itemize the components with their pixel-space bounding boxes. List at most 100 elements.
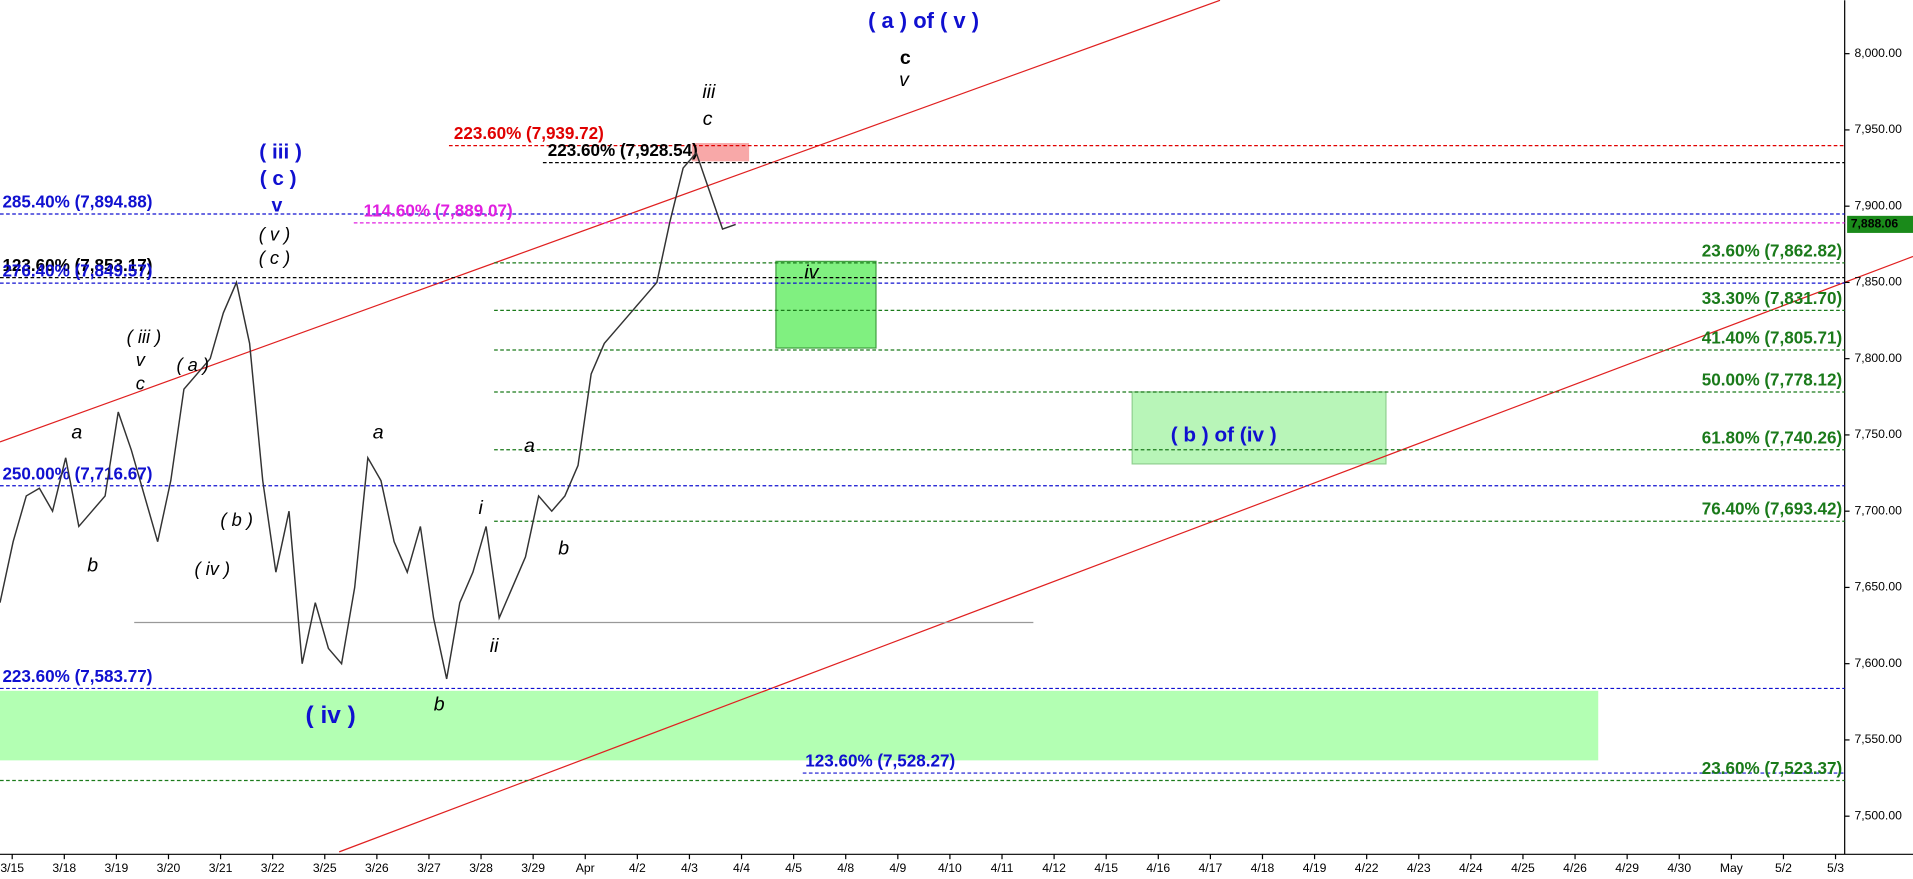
y-tick-label: 8,000.00	[1854, 46, 1902, 60]
x-tick-label: 4/22	[1355, 861, 1379, 875]
fib-label: 50.00% (7,778.12)	[1702, 371, 1843, 390]
wave-label: v	[272, 195, 283, 217]
x-tick-label: 3/15	[0, 861, 24, 875]
wave-label: ( iii )	[259, 140, 302, 163]
price-line	[0, 151, 736, 680]
x-tick-label: 4/30	[1667, 861, 1691, 875]
x-tick-label: 3/27	[417, 861, 441, 875]
wave-label: ii	[490, 635, 499, 657]
wave-label: c	[703, 108, 713, 130]
wave-label: ( v )	[259, 224, 291, 245]
x-tick-label: 4/19	[1303, 861, 1327, 875]
wave-iv-zone	[775, 260, 877, 349]
x-tick-label: 3/29	[521, 861, 545, 875]
last-price-box	[1847, 215, 1913, 233]
wave-label: ( c )	[259, 247, 291, 268]
y-tick-label: 7,700.00	[1854, 503, 1902, 517]
y-tick-label: 7,600.00	[1854, 656, 1902, 670]
x-tick-label: 3/21	[209, 861, 233, 875]
wave-label: ( b )	[220, 509, 253, 530]
y-tick-label: 7,900.00	[1854, 198, 1902, 212]
wave-label: ( iv )	[194, 558, 230, 579]
x-tick-label: 3/25	[313, 861, 337, 875]
y-tick-label: 7,950.00	[1854, 122, 1902, 136]
x-tick-label: 4/12	[1042, 861, 1066, 875]
y-tick-label: 7,650.00	[1854, 580, 1902, 594]
fib-label: 276.40% (7,849.57)	[2, 262, 152, 281]
x-tick-label: 5/3	[1827, 861, 1844, 875]
x-tick-label: 4/3	[681, 861, 698, 875]
y-tick-label: 7,500.00	[1854, 808, 1902, 822]
x-tick-label: 4/11	[991, 861, 1014, 875]
fib-label: 223.60% (7,939.72)	[454, 124, 604, 143]
wave-label: ( iii )	[127, 326, 162, 347]
wave-label: i	[479, 497, 484, 519]
fib-label: 123.60% (7,853.17)	[2, 256, 152, 275]
wave-label: ( b ) of (iv )	[1171, 423, 1277, 446]
x-tick-label: 4/18	[1251, 861, 1275, 875]
support-zone	[0, 690, 1599, 761]
x-tick-label: Apr	[576, 861, 595, 875]
wave-label: iii	[702, 81, 716, 103]
wave-b-zone	[1131, 391, 1387, 465]
wave-label: ( a ) of ( v )	[868, 8, 979, 33]
x-tick-label: 4/10	[938, 861, 962, 875]
x-tick-label: 4/24	[1459, 861, 1483, 875]
fib-label: 250.00% (7,716.67)	[2, 464, 152, 483]
wave-label: c	[136, 372, 145, 393]
fib-label: 285.40% (7,894.88)	[2, 193, 152, 212]
x-tick-label: 4/9	[889, 861, 906, 875]
x-tick-label: 4/15	[1094, 861, 1118, 875]
x-tick-label: 3/20	[157, 861, 181, 875]
resistance-zone	[691, 143, 750, 162]
y-tick-label: 7,750.00	[1854, 427, 1902, 441]
wave-label: iv	[804, 262, 819, 284]
wave-label: v	[899, 69, 910, 91]
y-tick-label: 7,850.00	[1854, 275, 1902, 289]
x-tick-label: 4/8	[837, 861, 854, 875]
x-tick-label: 3/19	[105, 861, 129, 875]
x-tick-label: 3/22	[261, 861, 285, 875]
fib-label: 123.60% (7,528.27)	[805, 752, 955, 771]
fib-label: 223.60% (7,583.77)	[2, 667, 152, 686]
fib-label: 23.60% (7,862.82)	[1702, 241, 1843, 260]
x-tick-label: 4/16	[1146, 861, 1170, 875]
x-tick-label: 3/28	[469, 861, 493, 875]
fib-label: 61.80% (7,740.26)	[1702, 428, 1843, 447]
x-tick-label: 4/5	[785, 861, 802, 875]
x-tick-label: 4/25	[1511, 861, 1535, 875]
x-tick-label: 4/26	[1563, 861, 1587, 875]
wave-label: ( a )	[176, 354, 209, 375]
wave-label: b	[87, 555, 98, 577]
x-tick-label: 4/29	[1615, 861, 1639, 875]
y-tick-label: 7,550.00	[1854, 732, 1902, 746]
fib-label: 23.60% (7,523.37)	[1702, 759, 1843, 778]
x-tick-label: 3/18	[52, 861, 76, 875]
wave-label: b	[558, 537, 569, 559]
wave-label: c	[900, 47, 911, 69]
x-tick-label: May	[1720, 861, 1744, 875]
wave-label: a	[524, 435, 535, 457]
wave-label: v	[136, 349, 147, 370]
x-tick-label: 5/2	[1775, 861, 1792, 875]
fib-label: 223.60% (7,928.54)	[548, 141, 698, 160]
y-tick-label: 7,800.00	[1854, 351, 1902, 365]
x-tick-label: 4/2	[629, 861, 646, 875]
fib-label: 76.40% (7,693.42)	[1702, 500, 1843, 519]
channel-line	[338, 255, 1913, 853]
x-tick-label: 4/17	[1199, 861, 1223, 875]
last-price-label: 7,888.06	[1851, 217, 1899, 231]
wave-label: b	[434, 694, 445, 716]
x-tick-label: 4/4	[733, 861, 750, 875]
wave-label: a	[373, 422, 384, 444]
channel-line	[0, 0, 1221, 443]
fib-label: 33.30% (7,831.70)	[1702, 289, 1843, 308]
x-tick-label: 4/23	[1407, 861, 1431, 875]
wave-label: ( c )	[260, 167, 297, 190]
fib-label: 114.60% (7,889.07)	[364, 201, 513, 220]
fib-label: 41.40% (7,805.71)	[1702, 329, 1843, 348]
x-tick-label: 3/26	[365, 861, 389, 875]
wave-label: ( iv )	[306, 702, 356, 729]
wave-label: a	[71, 422, 82, 444]
